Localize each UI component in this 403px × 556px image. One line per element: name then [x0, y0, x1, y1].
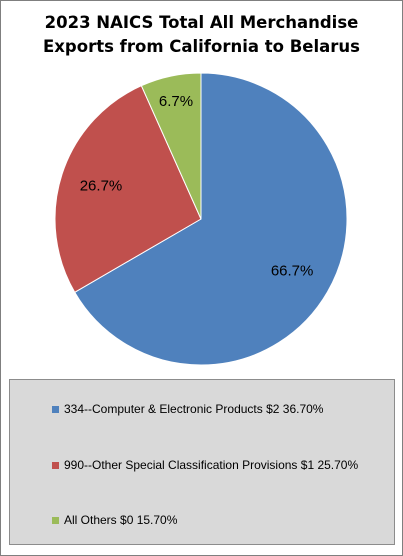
pie-label-special-classification: 26.7% [80, 178, 123, 195]
chart-title: 2023 NAICS Total All Merchandise Exports… [0, 11, 403, 59]
legend-label-all-others: All Others $0 15.70% [64, 513, 178, 527]
legend-item-all-others: All Others $0 15.70% [52, 513, 177, 527]
pie-slice-special-classification [54, 85, 202, 293]
legend-label-computer-electronic: 334--Computer & Electronic Products $2 3… [64, 402, 324, 416]
legend-item-computer-electronic: 334--Computer & Electronic Products $2 3… [52, 402, 323, 416]
pie-slice-computer-electronic [74, 72, 348, 366]
pie-slice-all-others [140, 72, 202, 220]
legend-swatch-special-classification [52, 461, 59, 469]
chart-title-line-2: Exports from California to Belarus [43, 37, 360, 56]
legend-swatch-all-others [52, 516, 59, 524]
pie-label-computer-electronic: 66.7% [271, 262, 314, 279]
pie-label-all-others: 6.7% [159, 93, 193, 110]
chart-title-line-1: 2023 NAICS Total All Merchandise [44, 13, 359, 32]
pie-chart: 66.7% 26.7% 6.7% [54, 72, 348, 366]
chart-legend: 334--Computer & Electronic Products $2 3… [9, 379, 395, 545]
legend-item-special-classification: 990--Other Special Classification Provis… [52, 458, 358, 472]
legend-label-special-classification: 990--Other Special Classification Provis… [64, 458, 359, 472]
legend-swatch-computer-electronic [52, 405, 59, 413]
